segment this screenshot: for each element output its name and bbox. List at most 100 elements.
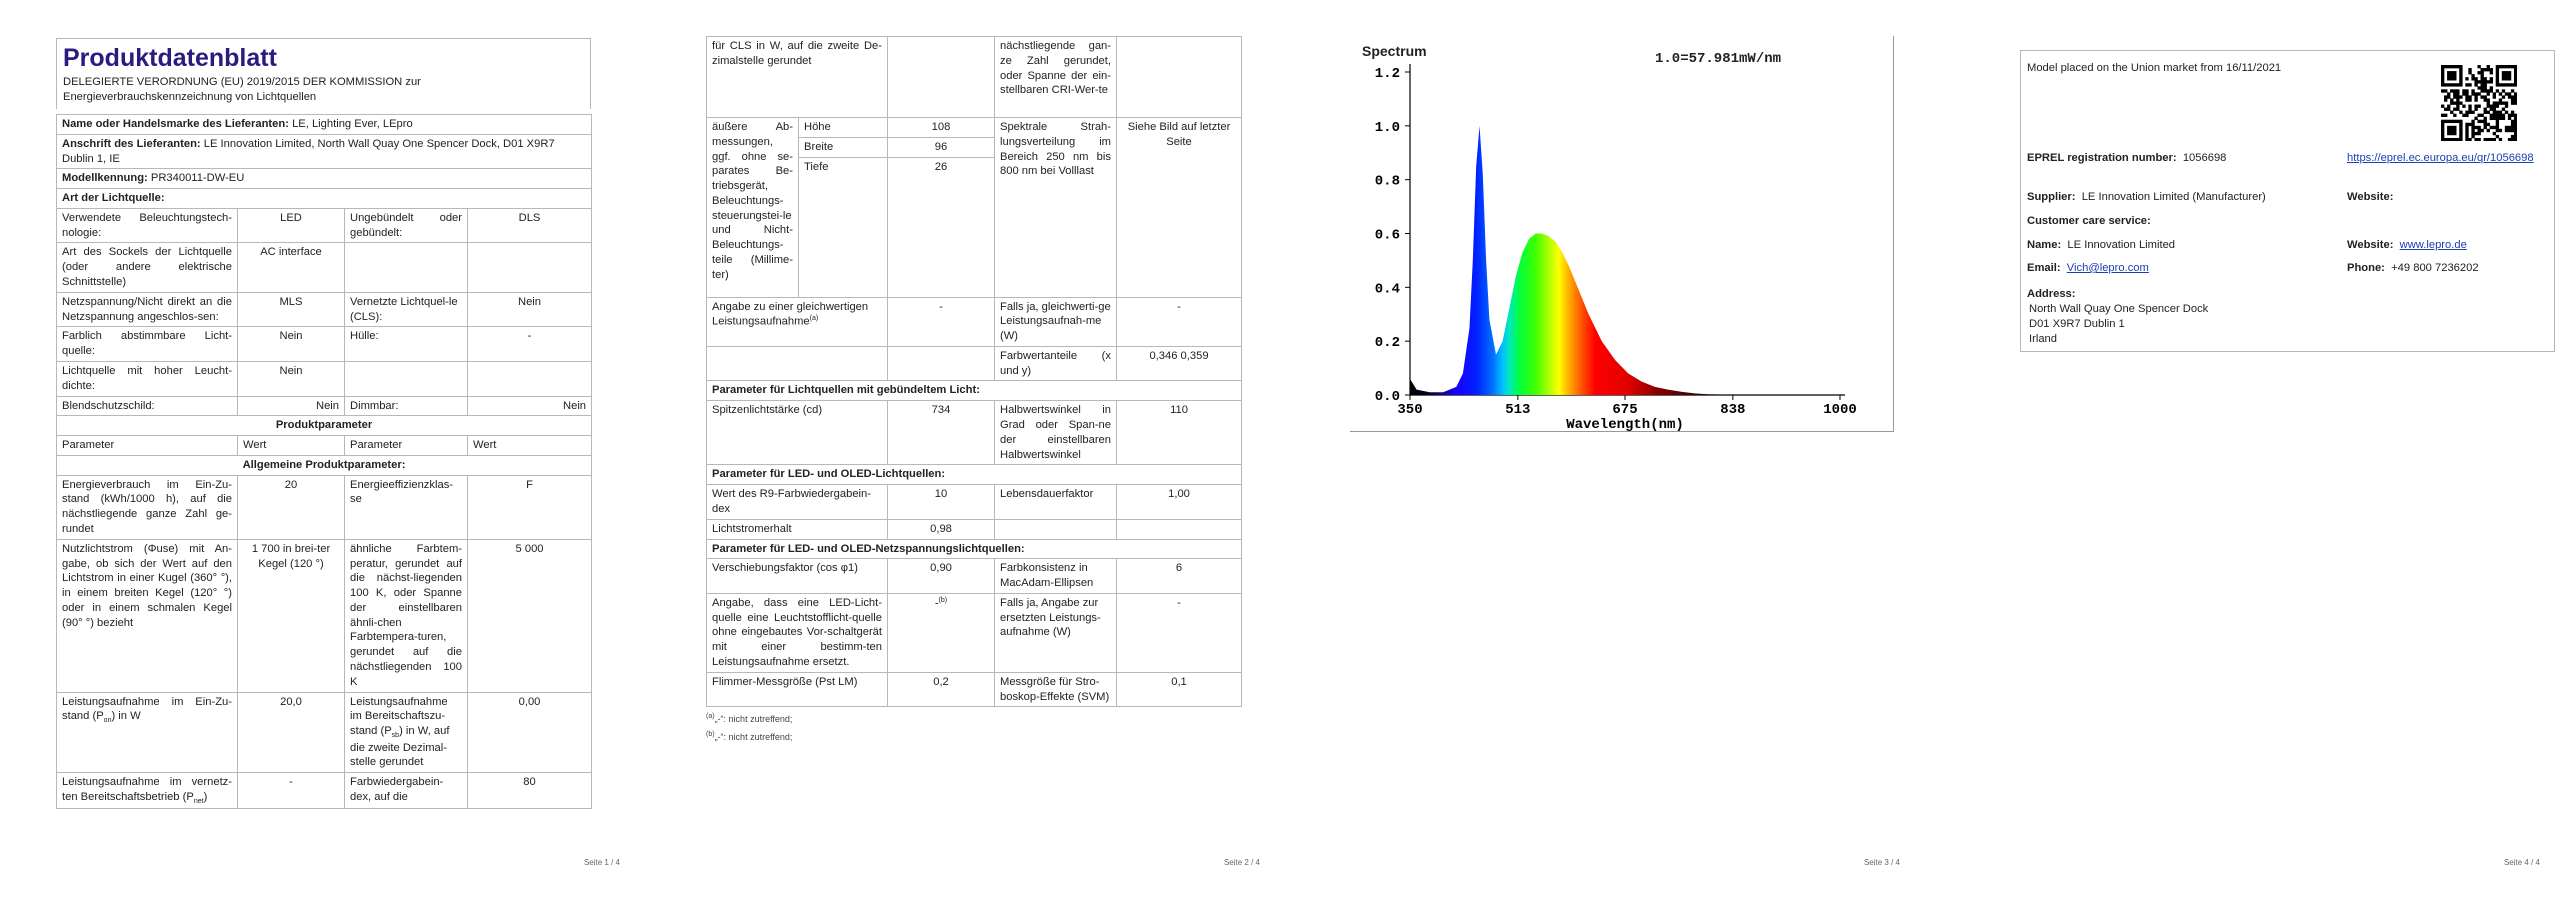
footnote-text: „-“: nicht zutreffend; [714, 714, 793, 724]
y-tick-label: 1.0 [1375, 120, 1400, 136]
footnote-marker: (b) [706, 731, 715, 738]
footnote-a: (a)„-“: nicht zutreffend; [706, 712, 792, 726]
table-row: Nutzlichtstrom (Φuse) mit An-gabe, ob si… [56, 538, 593, 693]
cell: 0,90 [887, 558, 995, 594]
cell: Flimmer-Messgröße (Pst LM) [706, 671, 888, 708]
table-row: Angabe, dass eine LED-Licht-quelle eine … [706, 592, 1242, 673]
cell: - [466, 326, 593, 362]
customer-care-label: Customer care service: [2027, 215, 2151, 227]
cell: 110 [1116, 400, 1242, 466]
column-header: Wert [466, 435, 593, 456]
cell [994, 518, 1117, 540]
chart-title: Spectrum [1362, 43, 1427, 59]
cell: Farbwertanteile (x und y) [994, 345, 1117, 382]
cell-text: Angabe zu einer gleichwertigen Leistungs… [712, 300, 869, 329]
table-row: Farbwertanteile (x und y) 0,346 0,359 [706, 345, 1242, 382]
chart-plot-area [1410, 125, 1840, 395]
y-tick-label: 1.2 [1375, 66, 1400, 82]
table-row: Energieverbrauch im Ein-Zu-stand (kWh/10… [56, 474, 593, 540]
cell [466, 360, 593, 397]
cell-text: - [934, 597, 939, 610]
cell: Netzspannung/Nicht direkt an die Netzspa… [56, 291, 238, 328]
cell-text: Leistungsaufnahme im Bereitschaftszu-sta… [350, 695, 448, 738]
cell: Hülle: [344, 326, 468, 362]
supplier-value: LE, Lighting Ever, LEpro [292, 118, 413, 130]
model-value: PR340011-DW-EU [150, 172, 245, 185]
x-tick-label: 675 [1612, 402, 1637, 418]
cell: 0,2 [887, 671, 995, 708]
cell [1116, 36, 1242, 118]
chart-annotation: 1.0=57.981mW/nm [1655, 51, 1782, 67]
cell [344, 242, 468, 293]
cell [1116, 518, 1242, 540]
x-tick-label: 350 [1397, 402, 1422, 418]
cell: 1 700 in brei-ter Kegel (120 °) [237, 538, 345, 693]
cell: Nutzlichtstrom (Φuse) mit An-gabe, ob si… [56, 538, 238, 693]
cell: Tiefe [798, 156, 888, 298]
product-params-table-continued: für CLS in W, auf die zweite De-zimalste… [706, 36, 1242, 708]
product-info-table: Name oder Handelsmarke des Lieferanten: … [55, 114, 593, 810]
cell: Blendschutzschild: [56, 395, 238, 417]
y-tick-label: 0.4 [1375, 281, 1400, 297]
cell [706, 345, 888, 382]
eprel-link[interactable]: https://eprel.ec.europa.eu/qr/1056698 [2347, 152, 2534, 164]
cell: Nein [237, 395, 345, 417]
table-row: äußere Ab-messungen, ggf. ohne se-parate… [706, 117, 1242, 298]
qr-code-icon [2441, 65, 2517, 141]
spectrum-area [1410, 125, 1840, 395]
cell [466, 242, 593, 293]
y-tick-label: 0.2 [1375, 335, 1400, 351]
spectrum-chart: 0.0 0.2 0.4 0.6 0.8 1.0 1.2 350 513 675 838 1000 Wa… [1375, 64, 1857, 433]
column-header: Wert [237, 435, 345, 456]
table-row: Leistungsaufnahme im Ein-Zu-stand (Pon) … [56, 691, 593, 774]
cell: 0,98 [887, 518, 995, 540]
y-tick-label: 0.8 [1375, 174, 1400, 190]
cell: F [466, 474, 593, 540]
model-label: Modellkennung: [62, 172, 148, 185]
email-label: Email: [2027, 262, 2061, 274]
table-row: Breite 96 [707, 136, 1242, 158]
address-line: Irland [2029, 333, 2057, 345]
table-row: Lichtstromerhalt 0,98 [706, 518, 1242, 540]
email-link[interactable]: Vich@lepro.com [2066, 262, 2149, 274]
table-row: Art des Sockels der Lichtquelle (oder an… [56, 242, 593, 293]
cell: - [1116, 296, 1242, 347]
table-row: Tiefe 26 [707, 156, 1242, 298]
footnote-marker: (a) [706, 713, 715, 720]
page-title: Produktdatenblatt [63, 44, 277, 72]
table-row: Verschiebungsfaktor (cos φ1) 0,90 Farbko… [706, 558, 1242, 594]
page-1: Produktdatenblatt DELEGIERTE VERORDNUNG … [0, 0, 640, 905]
footnote-text: „-“: nicht zutreffend; [714, 732, 793, 742]
cell: LED [237, 207, 345, 244]
cell: MLS [237, 291, 345, 328]
datasheet-header: Produktdatenblatt DELEGIERTE VERORDNUNG … [56, 38, 591, 110]
cell: 734 [887, 400, 995, 466]
supplier-value: LE Innovation Limited (Manufacturer) [2081, 191, 2266, 203]
eprel-info-box: Model placed on the Union market from 16… [2020, 50, 2555, 352]
address-line: D01 X9R7 Dublin 1 [2029, 318, 2125, 330]
address-label: Anschrift des Lieferanten: [62, 137, 201, 150]
cell-text: ) in W [111, 710, 141, 723]
cell: 5 000 [466, 538, 593, 693]
website-link[interactable]: www.lepro.de [2399, 239, 2467, 251]
cell: Energieverbrauch im Ein-Zu-stand (kWh/10… [56, 474, 238, 540]
cell: Lichtquelle mit hoher Leucht-dichte: [56, 360, 238, 397]
name-label: Name: [2027, 239, 2062, 251]
column-header: Parameter [344, 435, 468, 456]
cell: Falls ja, Angabe zur ersetzten Leistungs… [994, 592, 1117, 673]
cell-text: Leistungsaufnahme im Ein-Zu-stand (P [62, 695, 232, 723]
page-2: für CLS in W, auf die zweite De-zimalste… [640, 0, 1280, 905]
regulation-text: DELEGIERTE VERORDNUNG (EU) 2019/2015 DER… [63, 76, 421, 104]
cell: 1,00 [1116, 484, 1242, 520]
cell-sub: net [193, 798, 204, 806]
cell: Lebensdauerfaktor [994, 484, 1117, 520]
column-header-row: Parameter Wert Parameter Wert [56, 435, 593, 456]
cell-sub: on [103, 717, 112, 725]
page-3: Seite 3 / 4 [1280, 0, 1920, 905]
cell: 108 [887, 117, 995, 138]
cell: Falls ja, gleichwerti-ge Leistungsaufnah… [994, 296, 1117, 347]
cell: Ungebündelt oder gebündelt: [344, 207, 468, 244]
x-tick-label: 838 [1720, 402, 1745, 418]
cell: ähnliche Farbtem-peratur, gerundet auf d… [344, 538, 468, 693]
cell: Farbkonsistenz in MacAdam-Ellipsen [994, 558, 1117, 594]
